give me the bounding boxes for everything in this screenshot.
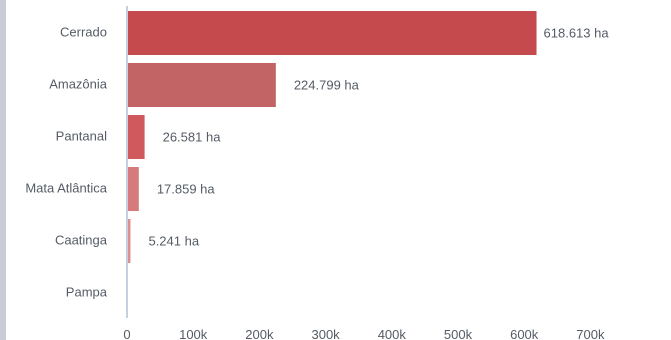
x-tick-label-0: 0 bbox=[123, 327, 130, 340]
category-label-amazonia: Amazônia bbox=[49, 76, 108, 91]
bar-amazonia bbox=[127, 63, 276, 107]
x-tick-label-700k: 700k bbox=[576, 327, 605, 340]
labels-layer: Cerrado 618.613 ha Amazônia 224.799 ha Panta… bbox=[25, 24, 609, 299]
bar-pantanal bbox=[127, 115, 145, 159]
x-axis-ticks: 0 100k 200k 300k 400k 500k 600k 700k bbox=[123, 327, 605, 340]
category-label-mata-atlantica: Mata Atlântica bbox=[25, 180, 107, 195]
bar-caatinga bbox=[127, 219, 131, 263]
data-label-mata-atlantica: 17.859 ha bbox=[157, 181, 216, 196]
category-label-cerrado: Cerrado bbox=[60, 24, 107, 39]
data-label-cerrado: 618.613 ha bbox=[544, 25, 610, 40]
bars-layer bbox=[127, 11, 537, 263]
x-tick-label-200k: 200k bbox=[245, 327, 274, 340]
x-tick-label-400k: 400k bbox=[378, 327, 407, 340]
x-tick-label-300k: 300k bbox=[311, 327, 340, 340]
left-border-strip bbox=[0, 0, 6, 340]
category-label-pampa: Pampa bbox=[66, 284, 108, 299]
x-tick-label-500k: 500k bbox=[444, 327, 473, 340]
category-label-pantanal: Pantanal bbox=[56, 128, 107, 143]
data-label-amazonia: 224.799 ha bbox=[294, 77, 360, 92]
data-label-pantanal: 26.581 ha bbox=[163, 129, 222, 144]
data-label-caatinga: 5.241 ha bbox=[148, 233, 199, 248]
bar-mata-atlantica bbox=[127, 167, 139, 211]
category-label-caatinga: Caatinga bbox=[55, 232, 108, 247]
x-tick-label-100k: 100k bbox=[179, 327, 208, 340]
x-tick-label-600k: 600k bbox=[510, 327, 539, 340]
bar-cerrado bbox=[127, 11, 537, 55]
